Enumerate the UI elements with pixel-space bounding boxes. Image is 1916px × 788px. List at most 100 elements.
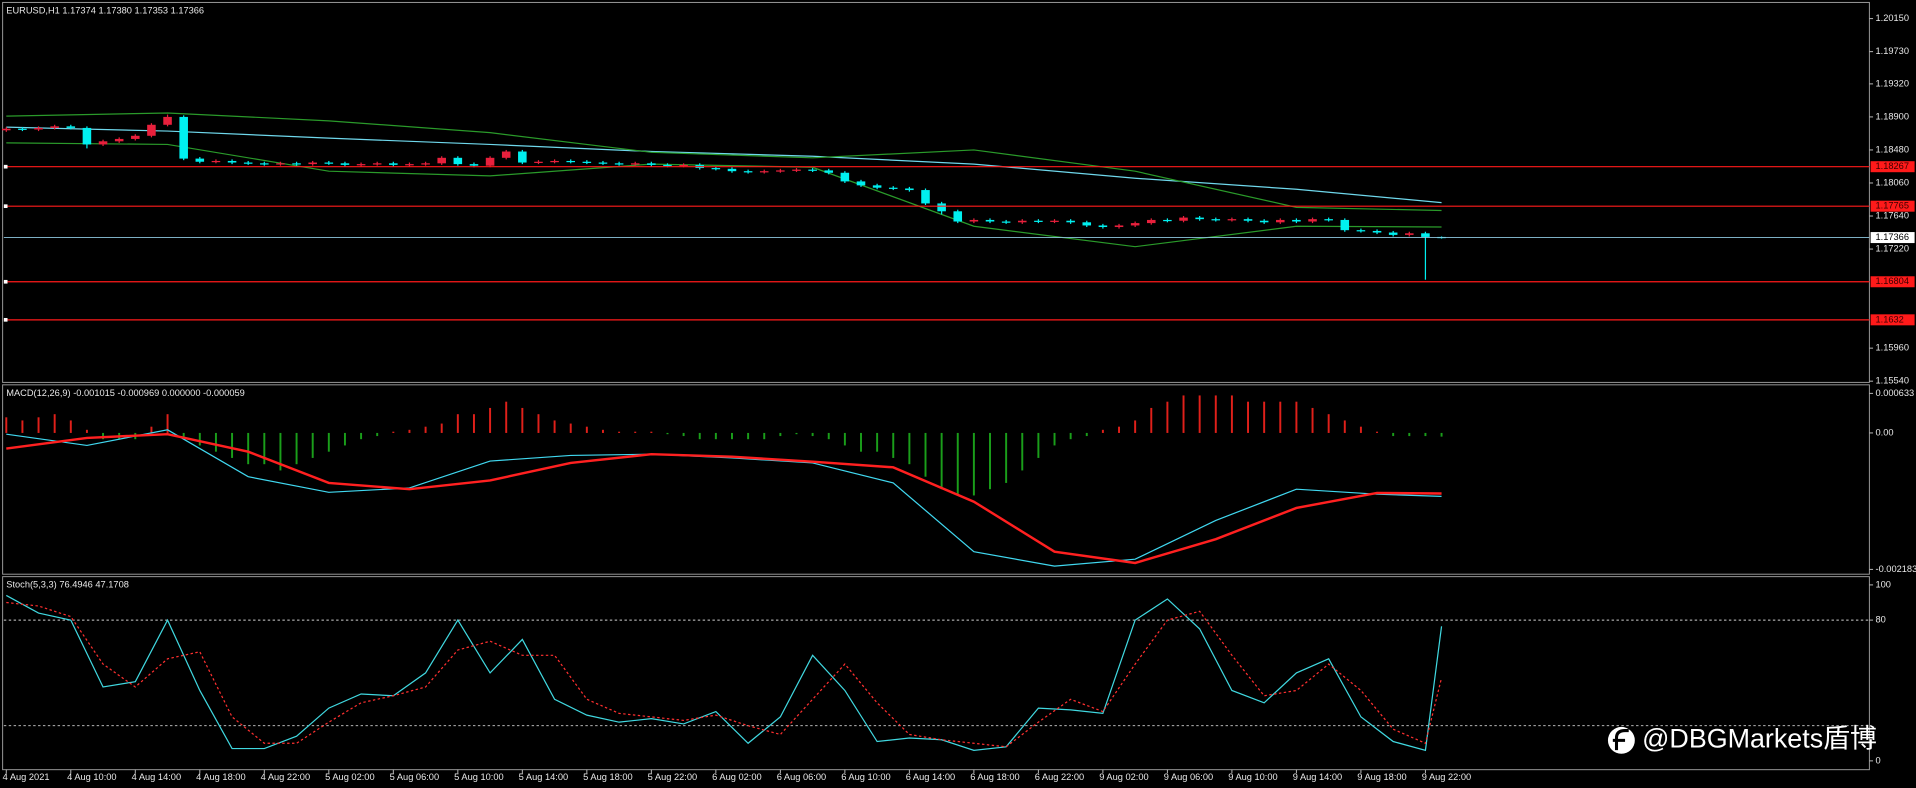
x-tick-label: 9 Aug 02:00 — [1099, 772, 1148, 782]
candle-body — [179, 116, 188, 159]
candle-body — [356, 164, 366, 166]
candle-body — [147, 124, 156, 136]
candle-body — [260, 163, 269, 165]
level-label-box — [1870, 161, 1915, 173]
candle-body — [34, 127, 43, 130]
candle-body — [18, 128, 27, 130]
candle-body — [405, 164, 414, 166]
candle-body — [1066, 220, 1075, 223]
last-price-box — [1870, 232, 1915, 244]
candle-body — [227, 160, 237, 163]
candle-body — [727, 168, 737, 172]
x-tick-label: 4 Aug 22:00 — [261, 772, 310, 782]
candle-body — [308, 162, 317, 165]
x-tick-label: 5 Aug 14:00 — [519, 772, 568, 782]
level-label: 1.18267 — [1876, 161, 1909, 171]
last-price-label: 1.17366 — [1876, 232, 1909, 242]
x-tick-label: 6 Aug 18:00 — [970, 772, 1019, 782]
candle-body — [1292, 219, 1301, 222]
candle-body — [485, 157, 495, 166]
candle-body — [518, 151, 527, 163]
candle-body — [1179, 217, 1188, 221]
panel-title: Stoch(5,3,3) 76.4946 47.1708 — [6, 580, 129, 590]
x-tick-label: 6 Aug 14:00 — [906, 772, 955, 782]
y-tick-label: 1.19320 — [1876, 78, 1909, 88]
watermark-text: @DBGMarkets盾博 — [1642, 723, 1877, 753]
level-label-box — [1870, 200, 1915, 212]
y-tick-label: 1.18060 — [1876, 177, 1909, 187]
y-tick-label: 1.15960 — [1876, 343, 1909, 353]
level-handle — [3, 317, 8, 322]
x-tick-label: 6 Aug 02:00 — [712, 772, 761, 782]
candle-body — [324, 162, 334, 164]
candle-body — [614, 163, 624, 165]
level-label: 1.17765 — [1876, 201, 1909, 211]
y-tick-label: 1.19730 — [1876, 46, 1909, 56]
level-handle — [3, 279, 8, 284]
x-tick-label: 4 Aug 14:00 — [132, 772, 181, 782]
candle-body — [792, 169, 801, 171]
candle-body — [1421, 233, 1430, 237]
candle-body — [582, 161, 592, 163]
y-tick-label: 1.17640 — [1876, 210, 1909, 220]
candle-body — [98, 141, 108, 145]
candle-body — [534, 161, 543, 163]
candle-body — [969, 219, 979, 222]
y-tick-label: 1.17220 — [1876, 243, 1909, 253]
candle-body — [840, 172, 850, 182]
level-label-box — [1870, 314, 1915, 326]
candle-body — [824, 170, 834, 173]
candle-body — [985, 219, 995, 222]
x-tick-label: 6 Aug 06:00 — [777, 772, 826, 782]
candle-body — [598, 162, 608, 164]
candle-body — [888, 187, 898, 189]
candle-body — [937, 203, 946, 212]
candle-body — [1130, 223, 1140, 226]
candle-body — [1388, 232, 1398, 235]
candle-body — [743, 171, 753, 173]
candle-body — [243, 162, 253, 164]
candle-body — [195, 158, 205, 162]
indicator-line — [6, 112, 1442, 212]
candle-body — [1276, 219, 1285, 223]
candle-body — [759, 171, 769, 173]
candle-body — [856, 181, 866, 186]
candle-body — [1050, 220, 1059, 222]
candle-body — [1001, 221, 1011, 223]
x-tick-label: 5 Aug 22:00 — [648, 772, 697, 782]
candle-body — [2, 128, 11, 131]
candle-body — [1195, 217, 1204, 220]
candle-body — [630, 163, 640, 165]
y-tick-label: 80 — [1876, 615, 1886, 625]
indicator-line — [6, 126, 1442, 204]
indicator-line — [6, 432, 1442, 565]
candle-body — [953, 211, 963, 222]
candle-body — [1114, 225, 1124, 228]
indicator-line — [6, 429, 1442, 567]
candle-body — [1340, 219, 1350, 231]
candle-body — [372, 163, 382, 165]
watermark: @DBGMarkets盾博 — [1607, 723, 1877, 754]
candle-body — [292, 163, 301, 165]
candle-body — [921, 190, 930, 204]
level-label: 1.16804 — [1876, 276, 1909, 286]
candle-body — [679, 164, 688, 167]
candle-body — [453, 157, 463, 165]
candle-body — [163, 116, 172, 125]
y-tick-label: 1.18900 — [1876, 111, 1909, 121]
candle-body — [905, 188, 914, 191]
candle-body — [776, 170, 785, 172]
candle-body — [421, 163, 430, 165]
panel-title: EURUSD,H1 1.17374 1.17380 1.17353 1.1736… — [6, 5, 204, 15]
candle-body — [1356, 230, 1366, 232]
candle-body — [711, 168, 721, 170]
candle-body — [389, 163, 398, 165]
x-tick-label: 5 Aug 10:00 — [454, 772, 503, 782]
x-tick-label: 9 Aug 18:00 — [1357, 772, 1406, 782]
candle-body — [550, 160, 559, 163]
candle-body — [808, 169, 817, 171]
indicator-line — [6, 601, 1443, 748]
candle-body — [1227, 219, 1237, 221]
level-label: 1.1632 — [1876, 314, 1904, 324]
candle-body — [50, 126, 59, 128]
